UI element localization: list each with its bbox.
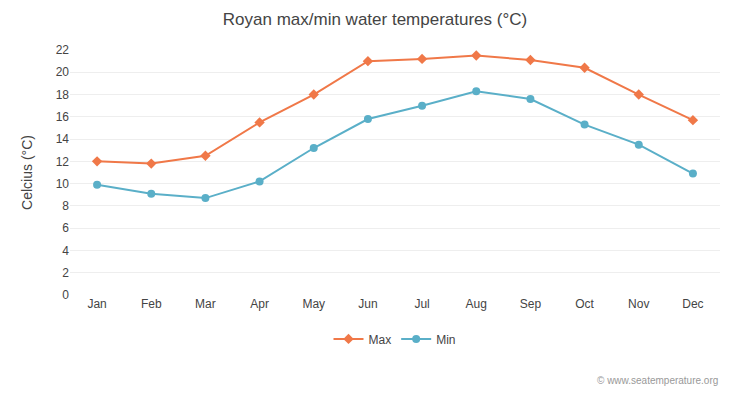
svg-text:12: 12 [56,155,70,169]
svg-text:2: 2 [62,266,69,280]
svg-text:May: May [302,297,325,311]
svg-text:18: 18 [56,88,70,102]
svg-text:Jul: Jul [414,297,429,311]
svg-text:20: 20 [56,65,70,79]
svg-text:Celcius (°C): Celcius (°C) [19,135,35,210]
svg-text:Aug: Aug [466,297,487,311]
svg-text:Sep: Sep [520,297,542,311]
svg-text:22: 22 [56,43,70,57]
svg-text:Dec: Dec [682,297,703,311]
svg-text:© www.seatemperature.org: © www.seatemperature.org [597,375,718,386]
svg-text:Min: Min [436,333,455,347]
svg-text:10: 10 [56,177,70,191]
svg-text:Jun: Jun [358,297,377,311]
svg-text:Mar: Mar [195,297,216,311]
svg-text:6: 6 [62,221,69,235]
svg-text:0: 0 [62,288,69,302]
svg-text:Royan max/min water temperatur: Royan max/min water temperatures (°C) [223,10,527,29]
svg-text:16: 16 [56,110,70,124]
svg-text:4: 4 [62,244,69,258]
svg-text:Nov: Nov [628,297,649,311]
svg-text:14: 14 [56,132,70,146]
svg-text:Feb: Feb [141,297,162,311]
svg-text:Apr: Apr [250,297,269,311]
svg-text:Max: Max [369,333,392,347]
svg-text:Jan: Jan [87,297,106,311]
svg-text:8: 8 [62,199,69,213]
svg-text:Oct: Oct [575,297,594,311]
